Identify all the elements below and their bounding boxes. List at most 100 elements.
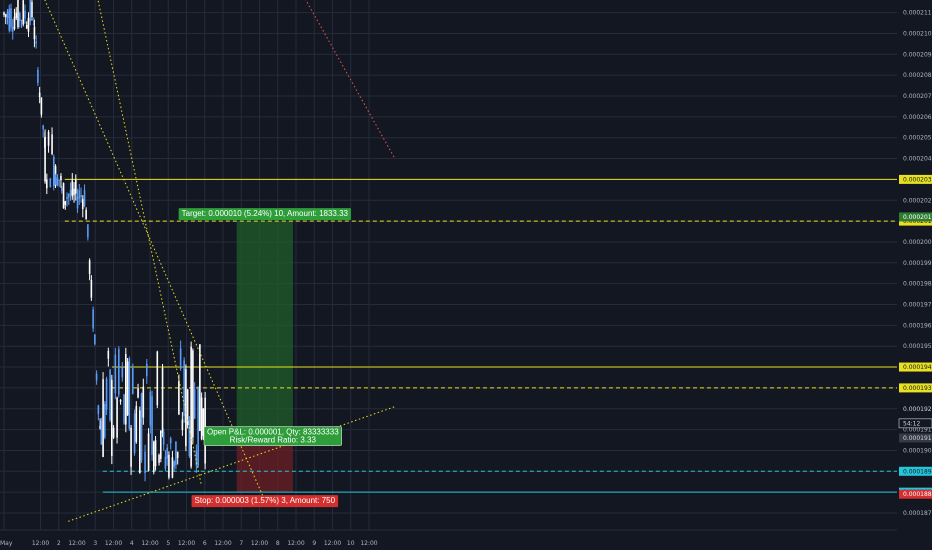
axis-tag-label: 0.000188 (903, 491, 932, 498)
candle-up (38, 92, 41, 98)
price-tick-label: 0.000204 (903, 156, 932, 163)
candle-up (147, 433, 150, 471)
profit-zone (236, 221, 293, 430)
time-tick-label: 12:00 (141, 540, 158, 547)
candle-down (24, 10, 26, 19)
candle-down (8, 8, 11, 31)
candle-down (114, 354, 117, 394)
candle-up (33, 26, 36, 40)
candle-down (78, 190, 81, 199)
candle-up (185, 369, 187, 447)
candle-up (27, 17, 30, 32)
candle-up (137, 387, 139, 398)
time-tick-label: 12:00 (324, 540, 341, 547)
time-tick-label: 12:00 (251, 540, 268, 547)
candle-up (51, 134, 53, 154)
candle-down (121, 366, 124, 378)
risk-reward-label: Risk/Reward Ratio: 3.33 (230, 436, 317, 445)
candle-down (188, 420, 191, 457)
candle-up (71, 180, 74, 197)
axis-tag (899, 212, 932, 222)
axis-tag (899, 433, 932, 443)
candle-down (60, 188, 63, 191)
candle-up (112, 427, 115, 438)
candle-down (173, 460, 175, 468)
time-tick-label: 3 (93, 540, 97, 547)
time-tick-label: 8 (276, 540, 280, 547)
candle-up (17, 0, 19, 28)
time-tick-label: 10 (347, 540, 355, 547)
candle-down (53, 156, 55, 187)
time-tick-label: 12:00 (32, 540, 49, 547)
candle-down (149, 391, 152, 426)
candle-down (162, 431, 165, 445)
candle-down (97, 405, 100, 415)
time-tick-label: 4 (130, 540, 134, 547)
level-tag (899, 362, 932, 372)
price-tick-label: 0.000211 (903, 10, 932, 17)
target-label: Target: 0.000010 (5.24%) 10, Amount: 183… (182, 209, 349, 218)
candle-down (195, 450, 198, 466)
candle-down (58, 179, 61, 181)
stop-label-box (191, 495, 339, 508)
candle-up (142, 386, 145, 418)
candle-down (69, 189, 72, 196)
target-label-box (178, 208, 351, 221)
candle-up (186, 389, 189, 425)
candle-up (4, 14, 7, 17)
candle-down (169, 438, 172, 444)
position-zones (236, 221, 293, 493)
position-labels: Target: 0.000010 (5.24%) 10, Amount: 183… (178, 208, 351, 508)
candle-up (88, 260, 91, 275)
price-tick-label: 0.000197 (903, 302, 932, 309)
time-tick-label: 12:00 (287, 540, 304, 547)
candle-up (190, 346, 192, 467)
candle-up (176, 451, 179, 458)
time-tick-label: May (0, 540, 13, 547)
price-tick-label: 0.000190 (903, 447, 932, 454)
price-axis[interactable]: 0.000211 0.000210 0.000209 0.000208 0.000207… (897, 0, 932, 550)
candle-up (107, 350, 110, 359)
price-tick-label: 0.000199 (903, 260, 932, 267)
candle-down (42, 125, 44, 130)
candle-up (74, 179, 77, 194)
trend-line (68, 406, 396, 522)
candle-down (95, 373, 98, 381)
candle-down (20, 20, 23, 22)
candle-down (35, 41, 37, 44)
axis-tag-label: 0.000201 (903, 214, 932, 221)
time-tick-label: 12:00 (178, 540, 195, 547)
level-tag (899, 466, 932, 476)
candle-up (62, 183, 65, 209)
candle-up (111, 379, 113, 457)
candle-up (202, 408, 205, 436)
candle-down (133, 413, 136, 454)
time-tick-label: 7 (239, 540, 243, 547)
candle-up (116, 397, 118, 438)
price-tick-label: 0.000200 (903, 239, 932, 246)
candle-up (158, 454, 160, 463)
candle-up (22, 0, 25, 25)
price-tick-label: 0.000191 (903, 427, 932, 434)
candle-down (164, 456, 167, 470)
candle-down (118, 349, 120, 395)
candle-down (197, 386, 199, 467)
candle-down (49, 178, 52, 188)
price-tick-label: 0.000205 (903, 135, 932, 142)
level-tag-label: 0.000201 (903, 218, 932, 225)
level-tag-label: 0.000203 (903, 176, 932, 183)
candle-up (139, 410, 141, 474)
candle-up (159, 430, 162, 459)
candle-down (76, 196, 79, 209)
level-tag-label: 0.000194 (903, 364, 932, 371)
axis-tag (899, 404, 932, 414)
trend-line (44, 0, 264, 497)
candle-up (171, 457, 174, 478)
candle-down (87, 224, 89, 238)
candle-up (90, 280, 93, 298)
level-tag-label: 0.000189 (903, 468, 932, 475)
stop-label: Stop: 0.000003 (1.57%) 3, Amount: 750 (195, 496, 336, 505)
time-axis[interactable]: May 12:00 2 12:00 3 12:00 4 12:00 5 12:00 6 12:00 7 1… (0, 529, 897, 547)
candle-down (166, 447, 168, 459)
